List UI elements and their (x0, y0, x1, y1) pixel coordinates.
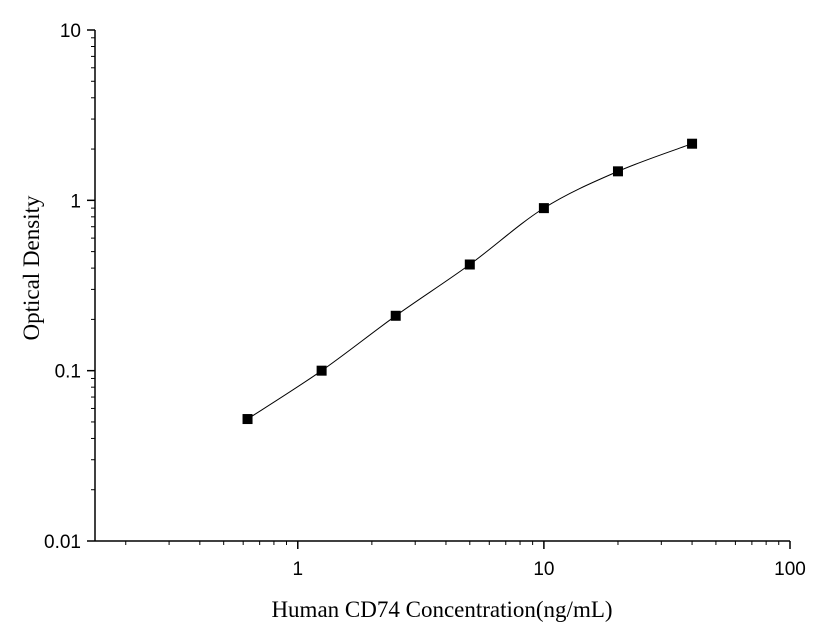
y-tick-label: 1 (70, 191, 81, 212)
data-point (464, 259, 475, 270)
data-point (242, 414, 253, 425)
data-point (612, 166, 623, 177)
x-tick-label: 100 (774, 559, 806, 580)
x-tick-label: 1 (292, 559, 303, 580)
x-axis-title: Human CD74 Concentration(ng/mL) (271, 597, 612, 622)
x-tick-label: 10 (533, 559, 554, 580)
y-axis-title: Optical Density (19, 195, 44, 340)
fitted-curve (247, 143, 693, 420)
y-tick-label: 10 (60, 21, 81, 42)
points-layer (242, 138, 698, 425)
data-point (390, 310, 401, 321)
data-point (316, 365, 327, 376)
curve-layer (247, 143, 693, 420)
y-tick-label: 0.1 (55, 362, 81, 383)
data-point (538, 203, 549, 214)
axes: 0.01 0.1 1 10 1 10 100 (44, 21, 806, 580)
y-tick-label: 0.01 (44, 532, 81, 553)
data-point (687, 138, 698, 149)
